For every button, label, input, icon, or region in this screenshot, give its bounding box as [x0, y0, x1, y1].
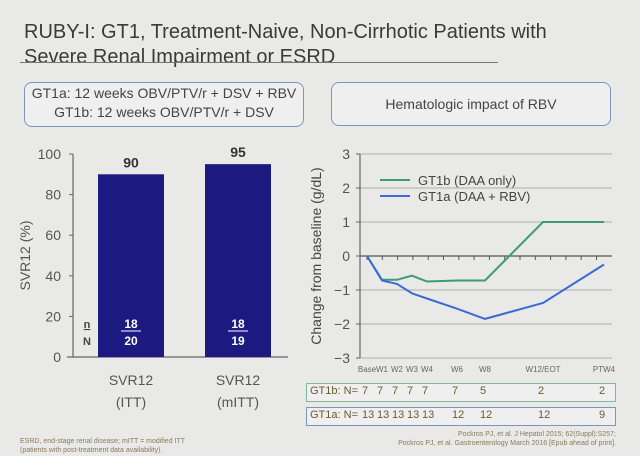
n-row-label: GT1a: N=	[310, 409, 358, 421]
gt1a-series-line	[366, 255, 605, 320]
line-y-tick-label: −3	[334, 350, 350, 366]
regimen-gt1a: GT1a: 12 weeks OBV/PTV/r + DSV + RBV	[31, 85, 297, 101]
n-row-value: 13	[407, 409, 420, 421]
n-row-value: 5	[480, 385, 487, 397]
n-row-value: 13	[362, 409, 375, 421]
n-row-value: 7	[362, 385, 369, 397]
n-row-value: 13	[392, 409, 405, 421]
bar-category-label: SVR12	[216, 372, 261, 388]
footnote-right: Pockros PJ, et al. J Hepatol 2015; 62(Su…	[398, 430, 616, 448]
bar-n-value: 18	[231, 317, 245, 331]
line-y-tick-label: 1	[342, 214, 350, 230]
n-row-value: 12	[480, 409, 493, 421]
bar-y-tick-label: 40	[45, 268, 61, 284]
regimen-gt1b: GT1b: 12 weeks OBV/PTV/r + DSV	[54, 104, 274, 120]
legend-label: GT1b (DAA only)	[418, 173, 516, 188]
gt1a-n-row: GT1a: N= 13 13 13 13 13 12 12 12 9	[306, 407, 616, 426]
title-line-1: RUBY-I: GT1, Treatment-Naive, Non-Cirrho…	[24, 21, 547, 43]
n-row-value: 2	[538, 385, 545, 397]
footnote-left-2: (patients with post-treatment data avail…	[20, 447, 163, 454]
bar-y-axis-title: SVR12 (%)	[17, 220, 33, 290]
line-x-tick-label: W12/EOT	[525, 365, 560, 374]
title-divider	[20, 62, 498, 63]
n-row-label: GT1b: N=	[310, 385, 358, 397]
bar-n-value: 18	[124, 317, 138, 331]
bar-category-label: (ITT)	[116, 394, 146, 410]
bar-chart: 0 20 40 60 80 100 SVR12 (%) 90 18 20 SVR12 (ITT) 95 1…	[17, 144, 288, 410]
bar-y-tick-label: 80	[45, 187, 61, 203]
line-x-tick-label: W3	[406, 365, 419, 374]
hematologic-box: Hematologic impact of RBV	[331, 82, 611, 126]
line-chart: −3 −2 −1 0 1 2 3 Change from baseline (g/dL) Bas…	[308, 146, 616, 374]
bar-category-label: SVR12	[109, 372, 154, 388]
gt1b-series-line	[366, 221, 604, 283]
bar-N-value: 19	[231, 334, 245, 348]
line-y-tick-label: −1	[334, 282, 350, 298]
line-x-tick-label: W4	[421, 365, 434, 374]
bar	[205, 164, 271, 357]
n-row-value: 13	[377, 409, 390, 421]
line-y-tick-label: 3	[342, 146, 350, 162]
line-x-tick-label: Base	[358, 365, 377, 374]
line-x-tick-label: W1	[376, 365, 389, 374]
n-row-value: 2	[599, 385, 606, 397]
bar-value-label: 95	[230, 144, 246, 160]
n-row-value: 9	[599, 409, 606, 421]
n-row-value: 7	[407, 385, 414, 397]
footnote-left: ESRD, end-stage renal disease; mITT = mo…	[20, 437, 185, 455]
line-x-tick-label: W6	[451, 365, 464, 374]
reference-2: Pockros PJ, et al. Gastroenterology Marc…	[398, 440, 616, 447]
bar-category-label: (mITT)	[217, 394, 259, 410]
n-row-value: 13	[422, 409, 435, 421]
bar-y-tick-label: 20	[45, 308, 61, 324]
n-row-value: 7	[452, 385, 459, 397]
bar-y-tick-label: 0	[53, 349, 61, 365]
legend-label: GT1a (DAA + RBV)	[418, 189, 530, 204]
bar	[98, 174, 164, 357]
line-y-axis-title: Change from baseline (g/dL)	[308, 167, 324, 344]
n-row-value: 7	[377, 385, 384, 397]
footnote-left-1: ESRD, end-stage renal disease; mITT = mo…	[20, 438, 186, 445]
N-legend-label: N	[83, 336, 91, 348]
gt1b-n-row: GT1b: N= 7 7 7 7 7 7 5 2 2	[306, 383, 616, 402]
line-y-tick-label: 0	[342, 248, 350, 264]
n-row-value: 7	[392, 385, 399, 397]
n-row-value: 12	[538, 409, 551, 421]
bar-y-tick-label: 100	[38, 146, 62, 162]
line-y-tick-label: −2	[334, 316, 350, 332]
line-x-tick-label: W2	[391, 365, 404, 374]
line-y-tick-label: 2	[342, 180, 350, 196]
line-x-tick-label: W8	[479, 365, 492, 374]
bar-N-value: 20	[124, 334, 138, 348]
n-row-value: 12	[452, 409, 465, 421]
reference-1: Pockros PJ, et al. J Hepatol 2015; 62(Su…	[458, 431, 616, 438]
bar-value-label: 90	[123, 154, 139, 170]
bar-y-tick-label: 60	[45, 227, 61, 243]
hematologic-label: Hematologic impact of RBV	[385, 96, 557, 112]
regimen-box: GT1a: 12 weeks OBV/PTV/r + DSV + RBV GT1…	[24, 82, 304, 127]
n-legend-label: n	[84, 319, 91, 331]
line-x-tick-label: PTW4	[593, 365, 616, 374]
n-row-value: 7	[422, 385, 429, 397]
